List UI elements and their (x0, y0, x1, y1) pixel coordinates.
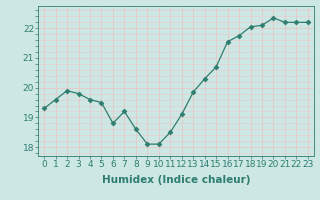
X-axis label: Humidex (Indice chaleur): Humidex (Indice chaleur) (102, 175, 250, 185)
